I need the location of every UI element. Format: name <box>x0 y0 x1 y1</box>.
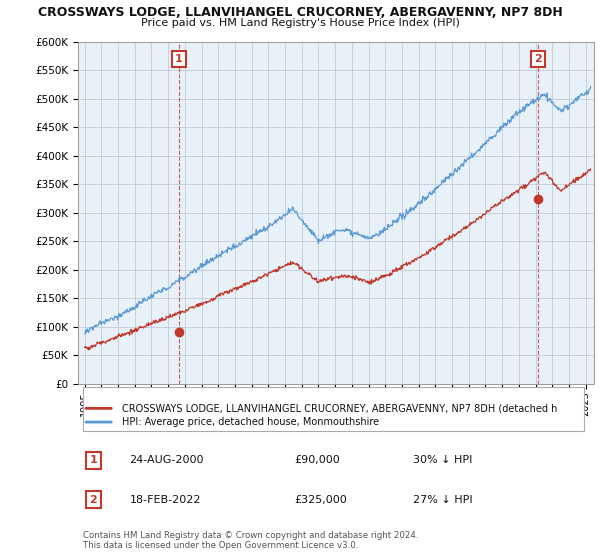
Text: £90,000: £90,000 <box>295 455 340 465</box>
Text: CROSSWAYS LODGE, LLANVIHANGEL CRUCORNEY, ABERGAVENNY, NP7 8DH (detached h: CROSSWAYS LODGE, LLANVIHANGEL CRUCORNEY,… <box>122 403 557 413</box>
Text: 24-AUG-2000: 24-AUG-2000 <box>130 455 204 465</box>
Text: £325,000: £325,000 <box>295 494 347 505</box>
Text: 18-FEB-2022: 18-FEB-2022 <box>130 494 201 505</box>
Text: Contains HM Land Registry data © Crown copyright and database right 2024.
This d: Contains HM Land Registry data © Crown c… <box>83 531 419 550</box>
Text: 1: 1 <box>175 54 183 64</box>
Text: 2: 2 <box>534 54 542 64</box>
FancyBboxPatch shape <box>83 387 584 431</box>
Text: 30% ↓ HPI: 30% ↓ HPI <box>413 455 473 465</box>
Text: HPI: Average price, detached house, Monmouthshire: HPI: Average price, detached house, Monm… <box>122 417 379 427</box>
Text: 2: 2 <box>89 494 97 505</box>
Text: Price paid vs. HM Land Registry's House Price Index (HPI): Price paid vs. HM Land Registry's House … <box>140 18 460 28</box>
Text: 27% ↓ HPI: 27% ↓ HPI <box>413 494 473 505</box>
Text: 1: 1 <box>89 455 97 465</box>
Text: CROSSWAYS LODGE, LLANVIHANGEL CRUCORNEY, ABERGAVENNY, NP7 8DH: CROSSWAYS LODGE, LLANVIHANGEL CRUCORNEY,… <box>38 6 562 18</box>
